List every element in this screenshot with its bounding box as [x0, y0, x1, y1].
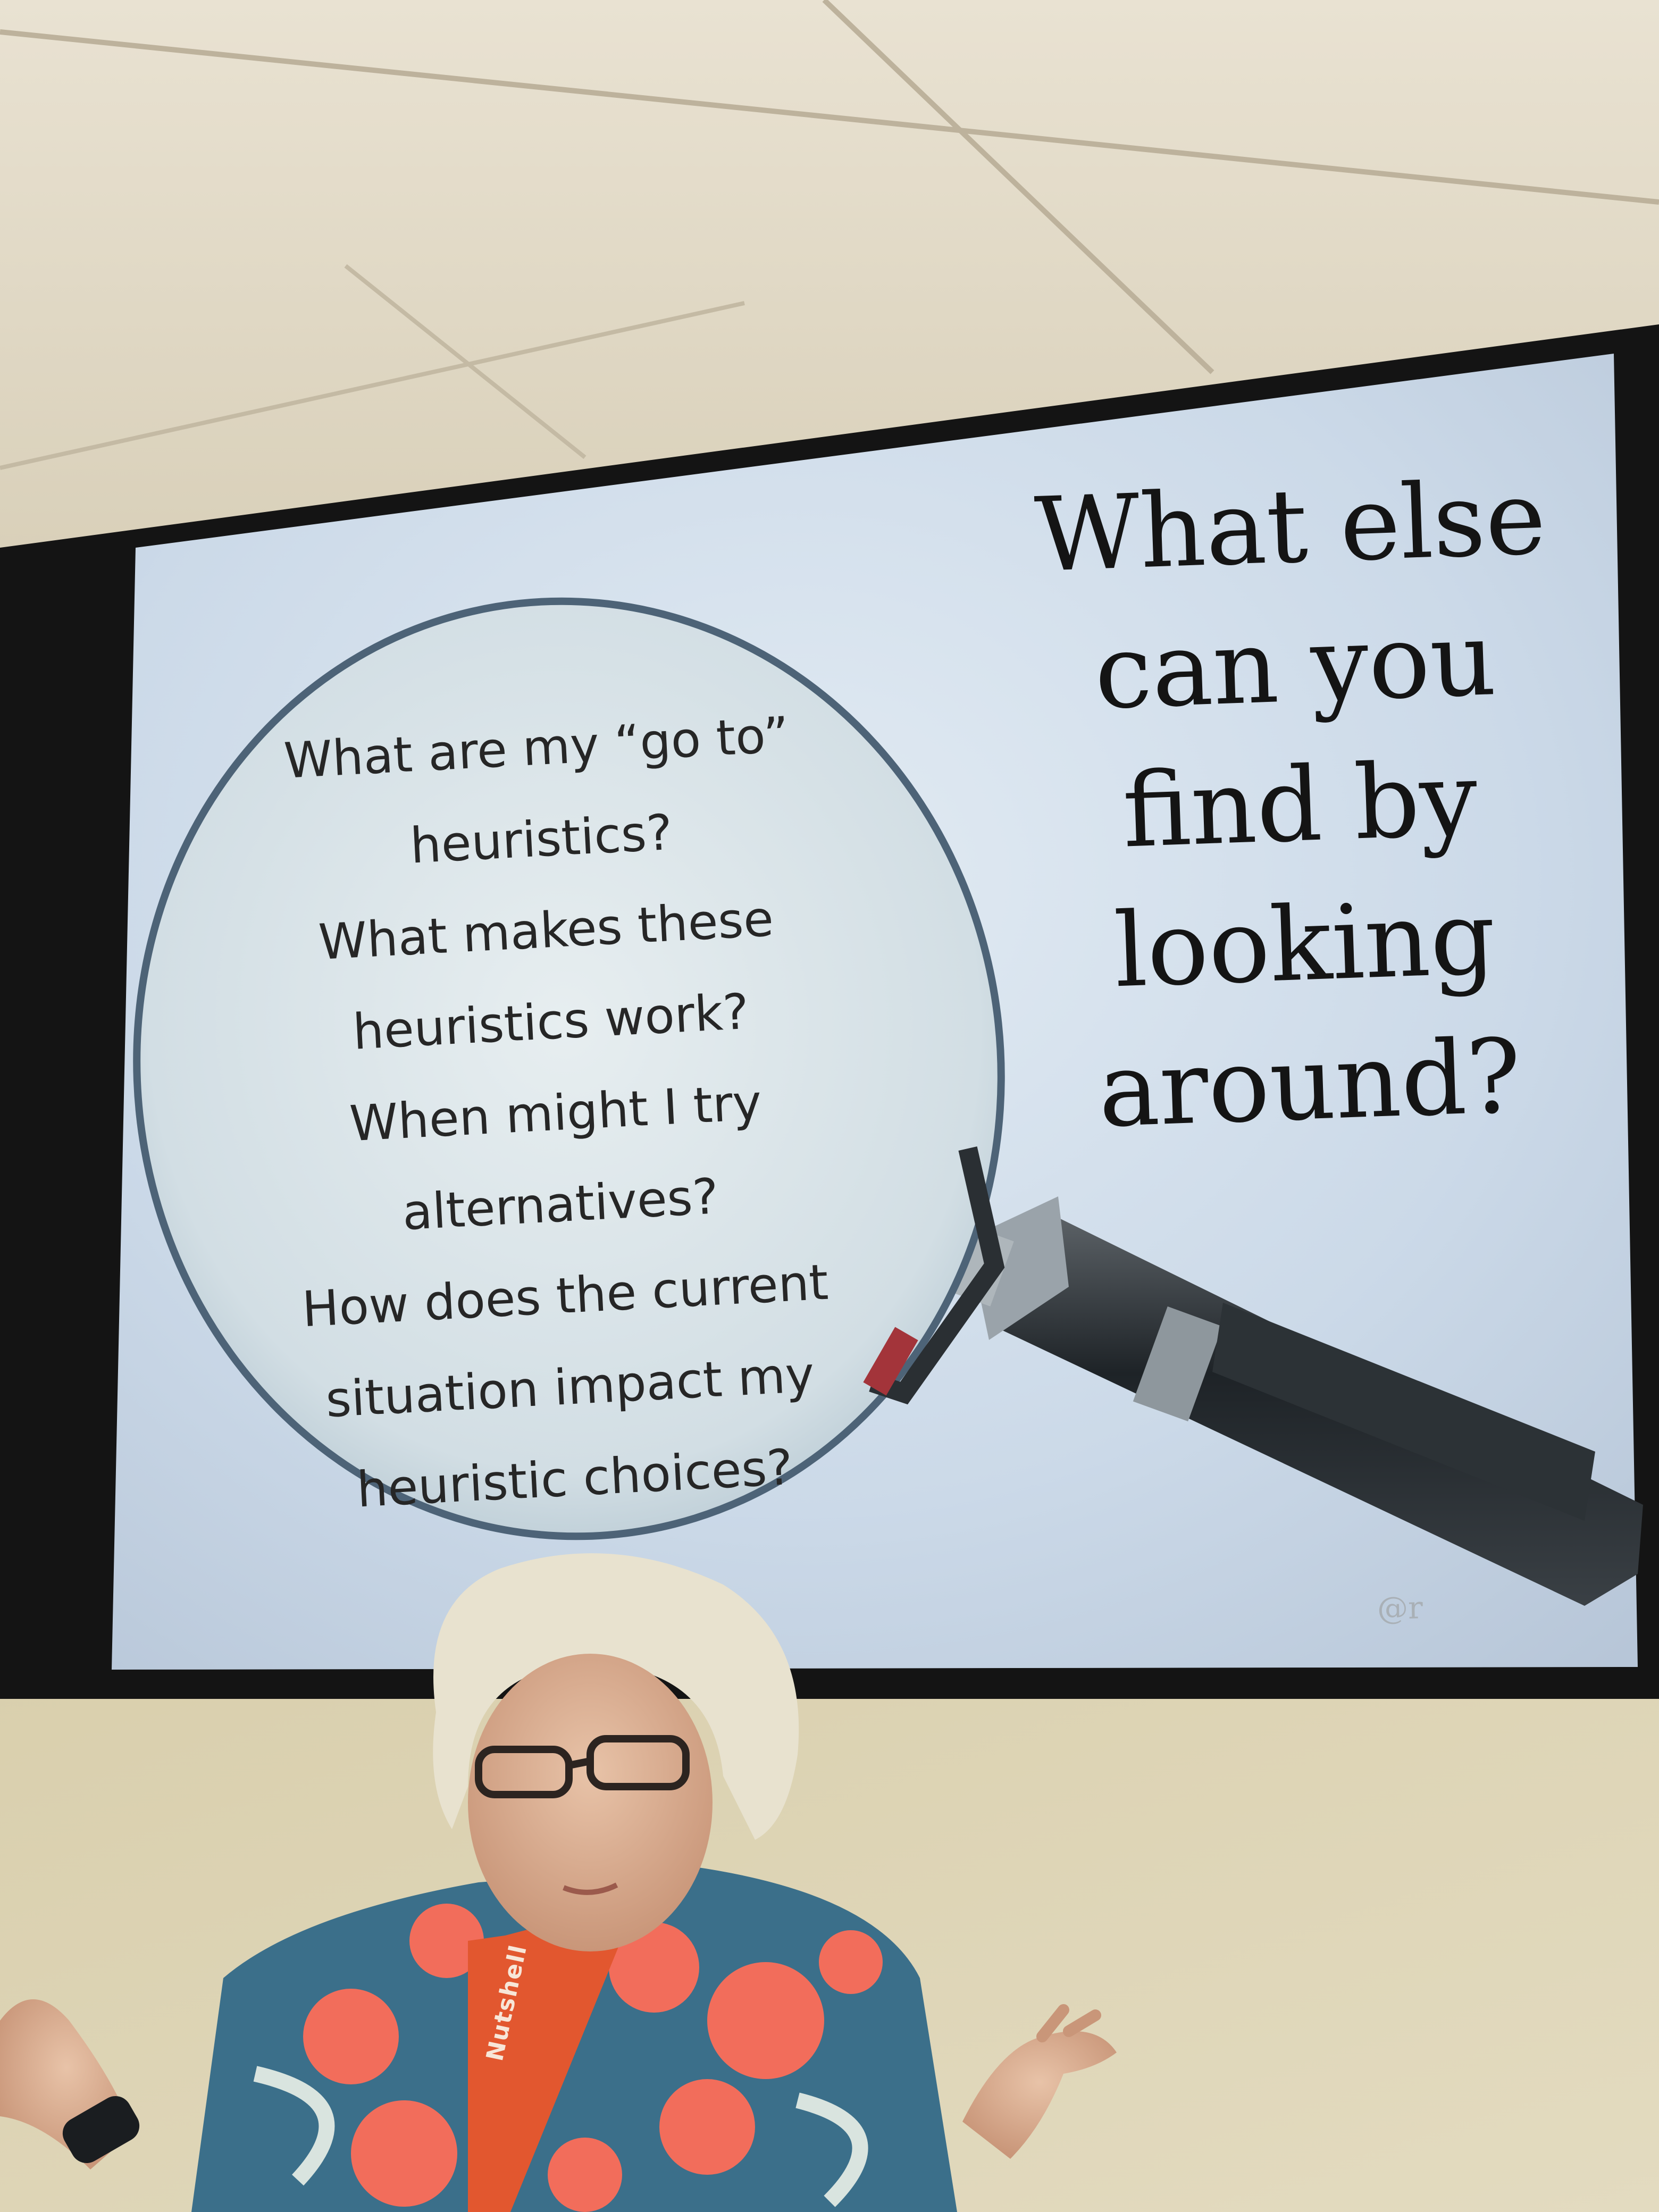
face — [468, 1654, 713, 1951]
headline-line: find by — [1120, 740, 1480, 871]
slide-headline: What else can you find by looking around… — [987, 447, 1612, 1164]
headline-line: around? — [1096, 1017, 1523, 1151]
magnifying-glass-icon — [133, 597, 1643, 1606]
right-hand — [962, 2031, 1117, 2159]
slide-credit: @r — [1377, 1589, 1423, 1627]
watch — [62, 2096, 140, 2163]
glasses — [475, 1735, 690, 1798]
slide-question-list: What are my “go to” heuristics? What mak… — [229, 686, 882, 1540]
lanyard — [468, 1909, 627, 2212]
headline-line: looking — [1112, 878, 1498, 1011]
lens — [133, 597, 1005, 1540]
headline-line: What else — [1033, 458, 1548, 596]
speaker-person — [0, 1553, 1117, 2212]
headline-line: can you — [1092, 600, 1498, 733]
hair — [433, 1553, 799, 1840]
